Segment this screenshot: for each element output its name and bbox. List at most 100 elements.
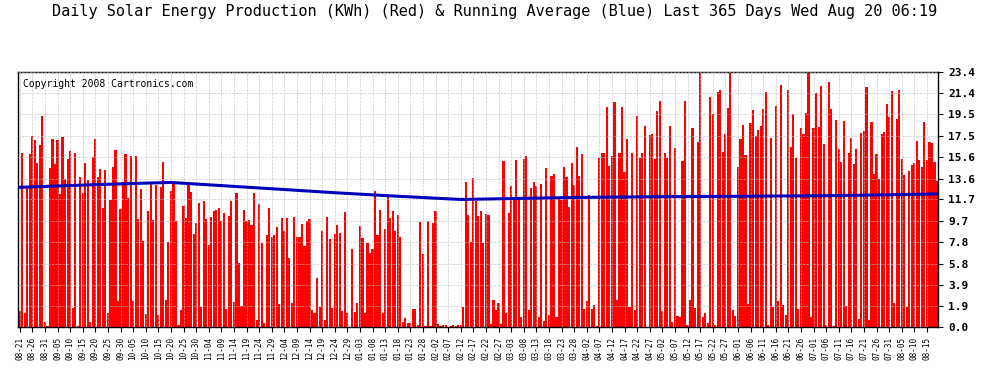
Bar [180,310,182,327]
Bar [691,128,694,327]
Bar [624,172,626,327]
Bar [547,315,550,327]
Bar [172,183,174,327]
Bar [485,214,487,327]
Bar [203,201,205,327]
Bar [841,162,842,327]
Bar [792,114,794,327]
Bar [92,157,94,327]
Bar [351,249,353,327]
Bar [432,223,434,327]
Bar [757,130,759,327]
Text: Daily Solar Energy Production (KWh) (Red) & Running Average (Blue) Last 365 Days: Daily Solar Energy Production (KWh) (Red… [52,4,938,19]
Bar [744,155,746,327]
Bar [908,171,911,327]
Bar [21,153,24,327]
Bar [717,92,719,327]
Bar [208,245,210,327]
Bar [919,160,921,327]
Bar [293,217,295,327]
Bar [588,195,590,327]
Bar [515,160,517,327]
Bar [215,210,218,327]
Bar [850,138,852,327]
Bar [275,227,278,327]
Bar [303,246,306,327]
Bar [586,300,588,327]
Bar [344,212,346,327]
Bar [790,147,792,327]
Bar [412,309,414,327]
Bar [777,301,779,327]
Bar [878,179,880,327]
Bar [578,176,580,327]
Bar [603,153,606,327]
Bar [679,317,681,327]
Bar [218,207,220,327]
Bar [684,101,686,327]
Bar [813,128,815,327]
Bar [381,313,384,327]
Bar [117,301,119,327]
Bar [842,122,844,327]
Bar [598,158,600,327]
Bar [127,198,129,327]
Bar [464,182,467,327]
Bar [608,166,611,327]
Bar [565,177,567,327]
Bar [533,182,535,327]
Bar [440,326,442,327]
Bar [399,237,401,327]
Bar [583,309,585,327]
Bar [591,309,593,327]
Bar [135,156,137,327]
Bar [376,235,378,327]
Bar [823,144,825,327]
Bar [334,234,336,327]
Bar [47,326,49,327]
Bar [213,210,215,327]
Bar [639,158,641,327]
Bar [699,72,701,327]
Bar [346,313,348,327]
Bar [636,117,639,327]
Bar [109,200,112,327]
Bar [629,307,631,327]
Bar [472,178,474,327]
Bar [402,322,404,327]
Bar [278,304,280,327]
Bar [425,326,427,327]
Bar [99,170,101,327]
Bar [648,135,650,327]
Bar [762,110,764,327]
Bar [32,136,34,327]
Bar [477,216,479,327]
Bar [79,177,81,327]
Bar [833,326,835,327]
Bar [321,231,323,327]
Bar [175,221,177,327]
Bar [74,153,76,327]
Bar [467,215,469,327]
Bar [865,87,867,327]
Bar [656,111,658,327]
Bar [500,324,502,327]
Bar [238,263,240,327]
Bar [164,300,167,327]
Bar [785,315,787,327]
Bar [820,86,822,327]
Bar [480,211,482,327]
Bar [64,179,66,327]
Bar [389,217,391,327]
Bar [87,180,89,327]
Bar [752,110,754,327]
Bar [573,185,575,327]
Bar [596,326,598,327]
Bar [404,318,406,327]
Text: Copyright 2008 Cartronics.com: Copyright 2008 Cartronics.com [23,79,193,89]
Bar [394,231,396,327]
Bar [89,322,91,327]
Bar [644,126,645,327]
Bar [226,309,228,327]
Bar [541,184,543,327]
